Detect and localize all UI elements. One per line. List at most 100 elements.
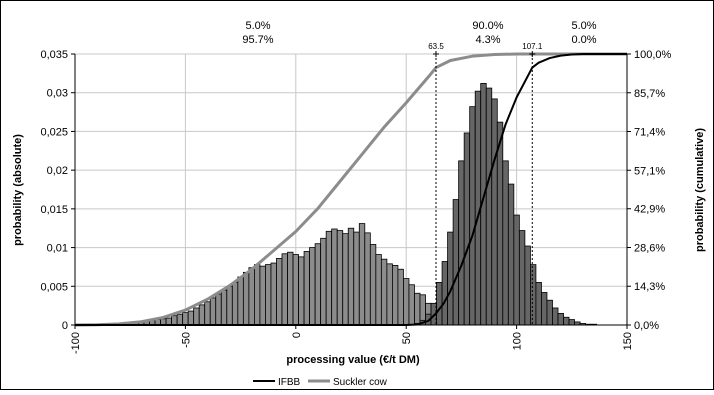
x-tick-label: 50 <box>401 332 413 344</box>
region-label-left-line1: 5.0% <box>245 20 270 32</box>
x-tick-label: -100 <box>70 332 82 354</box>
bar-suckler-cow <box>215 293 222 326</box>
bar-suckler-cow <box>165 317 173 326</box>
bar-suckler-cow <box>364 232 371 326</box>
bar-suckler-cow <box>320 237 327 326</box>
bar-ifbb <box>507 183 515 326</box>
y-tick-label-right: 28,6% <box>634 242 665 254</box>
threshold-label: 63.5 <box>428 42 444 51</box>
bar-suckler-cow <box>375 254 382 326</box>
bar-suckler-cow <box>353 231 360 326</box>
bar-suckler-cow <box>231 282 239 326</box>
threshold-label: 107.1 <box>522 42 543 51</box>
region-labels: 5.0% 95.7% 90.0% 4.3% 5.0% 0.0% <box>242 20 596 46</box>
y-tick-label-left: 0,005 <box>40 281 68 293</box>
bar-ifbb <box>436 282 443 326</box>
bar-ifbb <box>513 214 520 326</box>
bar-ifbb <box>530 264 537 326</box>
y-tick-label-left: 0,03 <box>47 88 68 100</box>
bar-suckler-cow <box>281 253 288 326</box>
y-tick-label-left: 0,015 <box>40 204 68 216</box>
y-axis-title-left: probability (absolute) <box>12 134 24 246</box>
y-tick-label-left: 0 <box>62 320 68 332</box>
y-tick-label-right: 85,7% <box>634 88 665 100</box>
x-tick-label: -50 <box>180 332 192 348</box>
bar-suckler-cow <box>325 230 333 326</box>
bar-suckler-cow <box>209 297 217 326</box>
bar-suckler-cow <box>270 262 277 326</box>
bar-suckler-cow <box>386 263 393 326</box>
bar-suckler-cow <box>314 243 322 326</box>
y-axis-title-right: probability (cumulative) <box>694 128 706 252</box>
x-tick-label: 150 <box>622 332 634 350</box>
bar-suckler-cow <box>336 230 344 326</box>
bar-suckler-cow <box>342 233 349 326</box>
bar-suckler-cow <box>358 223 366 326</box>
region-label-left-line2: 95.7% <box>242 34 273 46</box>
bar-suckler-cow <box>237 276 244 326</box>
bar-ifbb <box>568 319 575 326</box>
legend: IFBB Suckler cow <box>253 377 388 388</box>
bar-suckler-cow <box>182 312 189 326</box>
cumulative-line-suckler-cow <box>74 52 627 327</box>
bar-suckler-cow <box>187 310 195 326</box>
y-tick-label-left: 0,02 <box>47 165 68 177</box>
bar-suckler-cow <box>204 301 211 326</box>
bar-suckler-cow <box>253 264 261 326</box>
region-label-right-line2: 0.0% <box>571 34 596 46</box>
y-tick-label-right: 71,4% <box>634 127 665 139</box>
bar-ifbb <box>469 106 476 326</box>
bar-suckler-cow <box>403 278 410 326</box>
bar-suckler-cow <box>259 265 266 326</box>
bar-ifbb <box>552 307 559 326</box>
y-tick-label-left: 0,035 <box>40 49 68 61</box>
x-tick-label: 0 <box>291 332 303 338</box>
y-tick-label-left: 0,01 <box>47 243 68 255</box>
x-axis-title: processing value (€/t DM) <box>286 354 420 366</box>
bar-suckler-cow <box>303 251 310 326</box>
bar-suckler-cow <box>276 258 283 326</box>
bar-ifbb <box>557 312 564 326</box>
bar-suckler-cow <box>171 315 178 326</box>
bar-suckler-cow <box>287 251 294 326</box>
bar-suckler-cow <box>369 244 377 326</box>
legend-label-ifbb: IFBB <box>278 377 301 388</box>
bar-suckler-cow <box>380 258 388 326</box>
bar-ifbb <box>518 230 526 326</box>
bar-ifbb <box>546 299 553 326</box>
bar-ifbb <box>491 98 498 326</box>
region-label-right-line1: 5.0% <box>571 20 596 32</box>
y-tick-label-right: 14,3% <box>634 281 665 293</box>
bar-ifbb <box>563 316 570 326</box>
bar-suckler-cow <box>414 292 421 326</box>
bar-ifbb <box>524 245 531 326</box>
bar-ifbb <box>441 261 448 326</box>
cumulative-line-ifbb <box>75 53 627 326</box>
bar-suckler-cow <box>408 284 415 326</box>
cumulative-lines <box>74 52 627 327</box>
bar-ifbb <box>452 199 460 326</box>
bar-ifbb <box>463 132 471 326</box>
bar-ifbb <box>485 87 493 326</box>
bar-suckler-cow <box>220 289 228 326</box>
bar-suckler-cow <box>298 256 305 326</box>
bar-suckler-cow <box>198 304 206 326</box>
bar-ifbb <box>496 121 504 326</box>
bar-suckler-cow <box>176 313 184 326</box>
y-tick-label-right: 100,0% <box>634 49 672 61</box>
bar-ifbb <box>502 160 509 326</box>
y-tick-label-right: 0,0% <box>634 320 659 332</box>
region-label-middle-line1: 90.0% <box>472 20 503 32</box>
axes: -100 -50 0 50 100 150 0 0,005 0,01 0,015 0,02 0,025… <box>40 49 671 354</box>
bar-suckler-cow <box>242 271 250 326</box>
y-tick-label-right: 57,1% <box>634 165 665 177</box>
bar-suckler-cow <box>226 285 233 326</box>
bar-suckler-cow <box>292 254 299 326</box>
bar-suckler-cow <box>265 264 272 326</box>
bar-ifbb <box>458 160 465 326</box>
y-tick-label-left: 0,025 <box>40 126 68 138</box>
bar-ifbb <box>447 231 454 326</box>
bar-ifbb <box>535 282 542 326</box>
